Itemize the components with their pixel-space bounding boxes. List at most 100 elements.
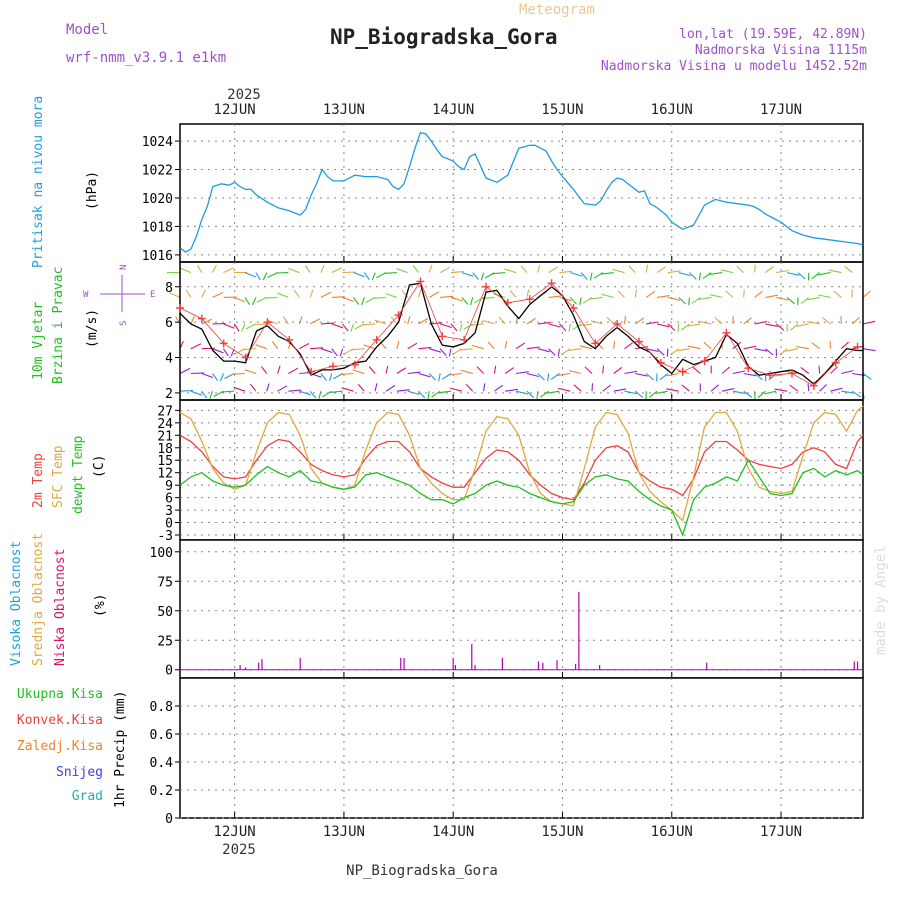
wind-barb <box>744 290 745 298</box>
wind-barb <box>537 391 538 399</box>
wind-barb <box>776 297 788 300</box>
wind-barb <box>592 383 593 391</box>
wind-barb <box>202 290 206 298</box>
temp-label-3: dewpt Temp <box>71 436 86 514</box>
model-name: wrf-nmm_v3.9.1 e1km <box>66 50 226 66</box>
wind-barb <box>765 349 773 355</box>
wind-barb <box>635 391 643 397</box>
day-label-bottom: 15JUN <box>541 824 583 840</box>
wind-barb <box>549 267 558 273</box>
wind-barb <box>818 273 830 275</box>
wind-barb <box>646 292 655 298</box>
day-label-bottom: 12JUN <box>214 824 256 840</box>
wind-barb <box>755 265 756 273</box>
wind-barb <box>618 291 625 298</box>
wind-barb <box>863 349 876 351</box>
wind-barb <box>863 291 871 297</box>
wind-barb <box>711 385 719 391</box>
wind-barb <box>819 366 820 374</box>
wind-barb <box>516 372 529 374</box>
wind-barb <box>755 391 756 399</box>
wind-barb <box>263 273 267 281</box>
wind-barb <box>450 388 462 391</box>
wind-barb <box>351 324 354 332</box>
wind-barb <box>440 267 450 272</box>
wind-barb <box>580 297 581 305</box>
wind-barb <box>831 388 843 391</box>
credit-text: made by Angel <box>873 545 889 655</box>
wind-barb <box>460 324 462 332</box>
wind-barb <box>649 391 657 397</box>
wind-barb <box>202 391 207 398</box>
wind-barb <box>744 346 756 348</box>
meteogram-label: Meteogram <box>519 2 595 18</box>
wind-barb <box>657 267 666 273</box>
wind-barb <box>677 349 689 351</box>
wind-barb <box>540 391 548 397</box>
wind-barb <box>234 324 239 331</box>
wind-barb <box>408 391 420 394</box>
wind-barb <box>362 297 365 305</box>
compass-north: N <box>119 265 129 270</box>
wind-barb <box>666 389 678 391</box>
wind-barb <box>776 324 784 330</box>
wind-barb <box>375 383 377 391</box>
gust-marker <box>504 299 512 307</box>
wind-barb <box>245 297 250 304</box>
wind-barb <box>332 268 342 273</box>
wind-barb <box>704 342 711 348</box>
wind-barb <box>559 271 572 272</box>
wind-barb <box>667 349 668 357</box>
y-tick-label: 0.4 <box>150 756 174 771</box>
wind-series-line <box>180 283 863 384</box>
wind-barb <box>693 367 701 373</box>
wind-barb <box>213 265 217 272</box>
wind-barb <box>321 349 332 353</box>
y-tick-label: 0 <box>165 812 173 827</box>
wind-barb <box>625 371 638 373</box>
model-elevation-text: Nadmorska Visina u modelu 1452.52m <box>601 59 867 74</box>
wind-barb <box>332 349 338 356</box>
compass-east: E <box>150 290 155 300</box>
wind-barb <box>689 297 690 305</box>
wind-barb <box>726 291 733 298</box>
wind-barb <box>733 371 745 374</box>
wind-barb <box>419 391 425 398</box>
wind-barb <box>210 391 213 399</box>
wind-barb <box>699 273 700 281</box>
wind-barb <box>614 341 615 349</box>
gust-marker <box>701 357 709 365</box>
wind-barb <box>330 374 332 382</box>
wind-barb <box>442 374 451 380</box>
wind-barb <box>585 367 592 374</box>
wind-frame <box>180 262 863 400</box>
wind-barb <box>797 324 809 327</box>
wind-barb <box>755 322 767 324</box>
wind-barb <box>796 347 809 349</box>
wind-barb <box>786 349 798 352</box>
wind-barb <box>823 318 831 324</box>
wind-barb <box>191 391 202 395</box>
wind-barb <box>294 290 299 297</box>
cloud-label-1: Visoka Oblacnost <box>9 541 24 666</box>
wind-barb <box>505 389 518 391</box>
wind-barb <box>603 366 604 374</box>
wind-barb <box>267 384 269 392</box>
wind-barb <box>234 387 245 391</box>
compass-west: W <box>83 290 89 300</box>
wind-barb <box>668 297 680 300</box>
wind-barb <box>397 368 406 374</box>
y-tick-label: 100 <box>150 546 173 561</box>
wind-barb <box>790 324 798 330</box>
wind-barb <box>569 371 581 374</box>
wind-barb <box>354 273 365 277</box>
wind-barb <box>439 374 441 382</box>
wind-barb <box>744 318 752 324</box>
wind-barb <box>703 273 711 279</box>
wind-barb <box>715 318 722 324</box>
wind-barb <box>625 391 637 394</box>
wind-barb <box>213 293 223 298</box>
wind-barb <box>428 391 429 399</box>
